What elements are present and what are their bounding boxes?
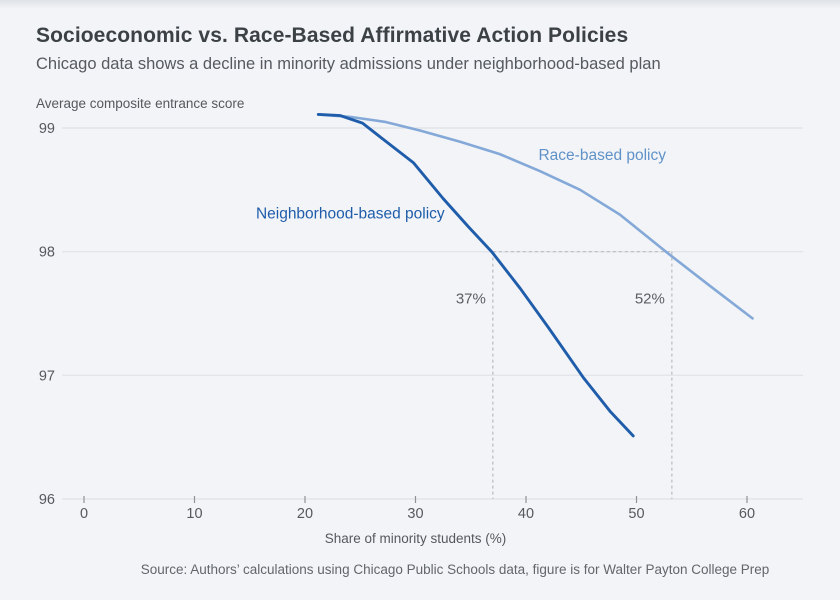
x-tick-label-40: 40 [518,506,534,522]
x-tick-label-10: 10 [186,506,202,522]
series-line-neighborhood-based-policy [316,112,635,438]
series-label-race-based-policy: Race-based policy [538,147,666,164]
y-tick-label-99: 99 [39,121,55,137]
figure-subtitle: Chicago data shows a decline in minority… [36,55,661,73]
figure-header: Socioeconomic vs. Race-Based Affirmative… [36,24,810,74]
y-tick-label-97: 97 [39,368,55,384]
source-note: Source: Authors’ calculations using Chic… [140,562,770,577]
y-tick-label-96: 96 [39,492,55,508]
figure-title: Socioeconomic vs. Race-Based Affirmative… [36,24,629,47]
annotation-label-0: 37% [456,291,486,308]
x-tick-label-60: 60 [739,506,755,522]
series-label-neighborhood-based-policy: Neighborhood-based policy [256,205,445,222]
series-line-race-based-policy [316,113,754,320]
y-tick-label-98: 98 [39,245,55,261]
x-tick-label-20: 20 [297,506,313,522]
x-tick-label-50: 50 [628,506,644,522]
y-axis-unit-label: Average composite entrance score [36,96,245,111]
x-tick-label-30: 30 [407,506,423,522]
x-tick-label-0: 0 [80,506,88,522]
annotation-label-1: 52% [635,291,665,308]
x-axis-label: Share of minority students (%) [325,531,507,546]
